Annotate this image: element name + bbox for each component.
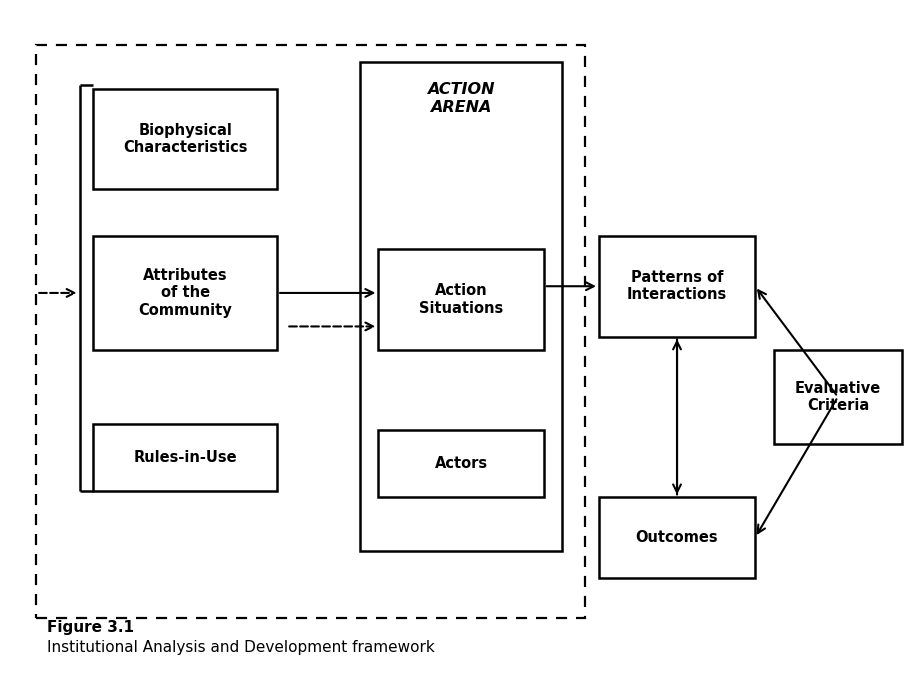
- Text: Figure 3.1: Figure 3.1: [47, 620, 135, 635]
- Text: Action
Situations: Action Situations: [419, 283, 503, 316]
- Text: Evaluative
Criteria: Evaluative Criteria: [795, 381, 881, 413]
- Bar: [93, 236, 278, 350]
- Text: Rules-in-Use: Rules-in-Use: [134, 450, 237, 464]
- Bar: [774, 350, 903, 444]
- Text: ACTION
ARENA: ACTION ARENA: [427, 82, 495, 115]
- Bar: [36, 45, 585, 618]
- Bar: [360, 62, 562, 551]
- Bar: [93, 423, 278, 491]
- Text: Outcomes: Outcomes: [635, 530, 718, 545]
- Bar: [378, 250, 544, 350]
- Text: Attributes
of the
Community: Attributes of the Community: [138, 268, 232, 318]
- Text: Actors: Actors: [434, 456, 488, 471]
- Bar: [93, 89, 278, 189]
- Text: Institutional Analysis and Development framework: Institutional Analysis and Development f…: [47, 640, 435, 655]
- Text: Biophysical
Characteristics: Biophysical Characteristics: [123, 122, 247, 155]
- Bar: [378, 430, 544, 497]
- Text: Patterns of
Interactions: Patterns of Interactions: [627, 270, 727, 302]
- Bar: [599, 236, 755, 336]
- Bar: [599, 497, 755, 578]
